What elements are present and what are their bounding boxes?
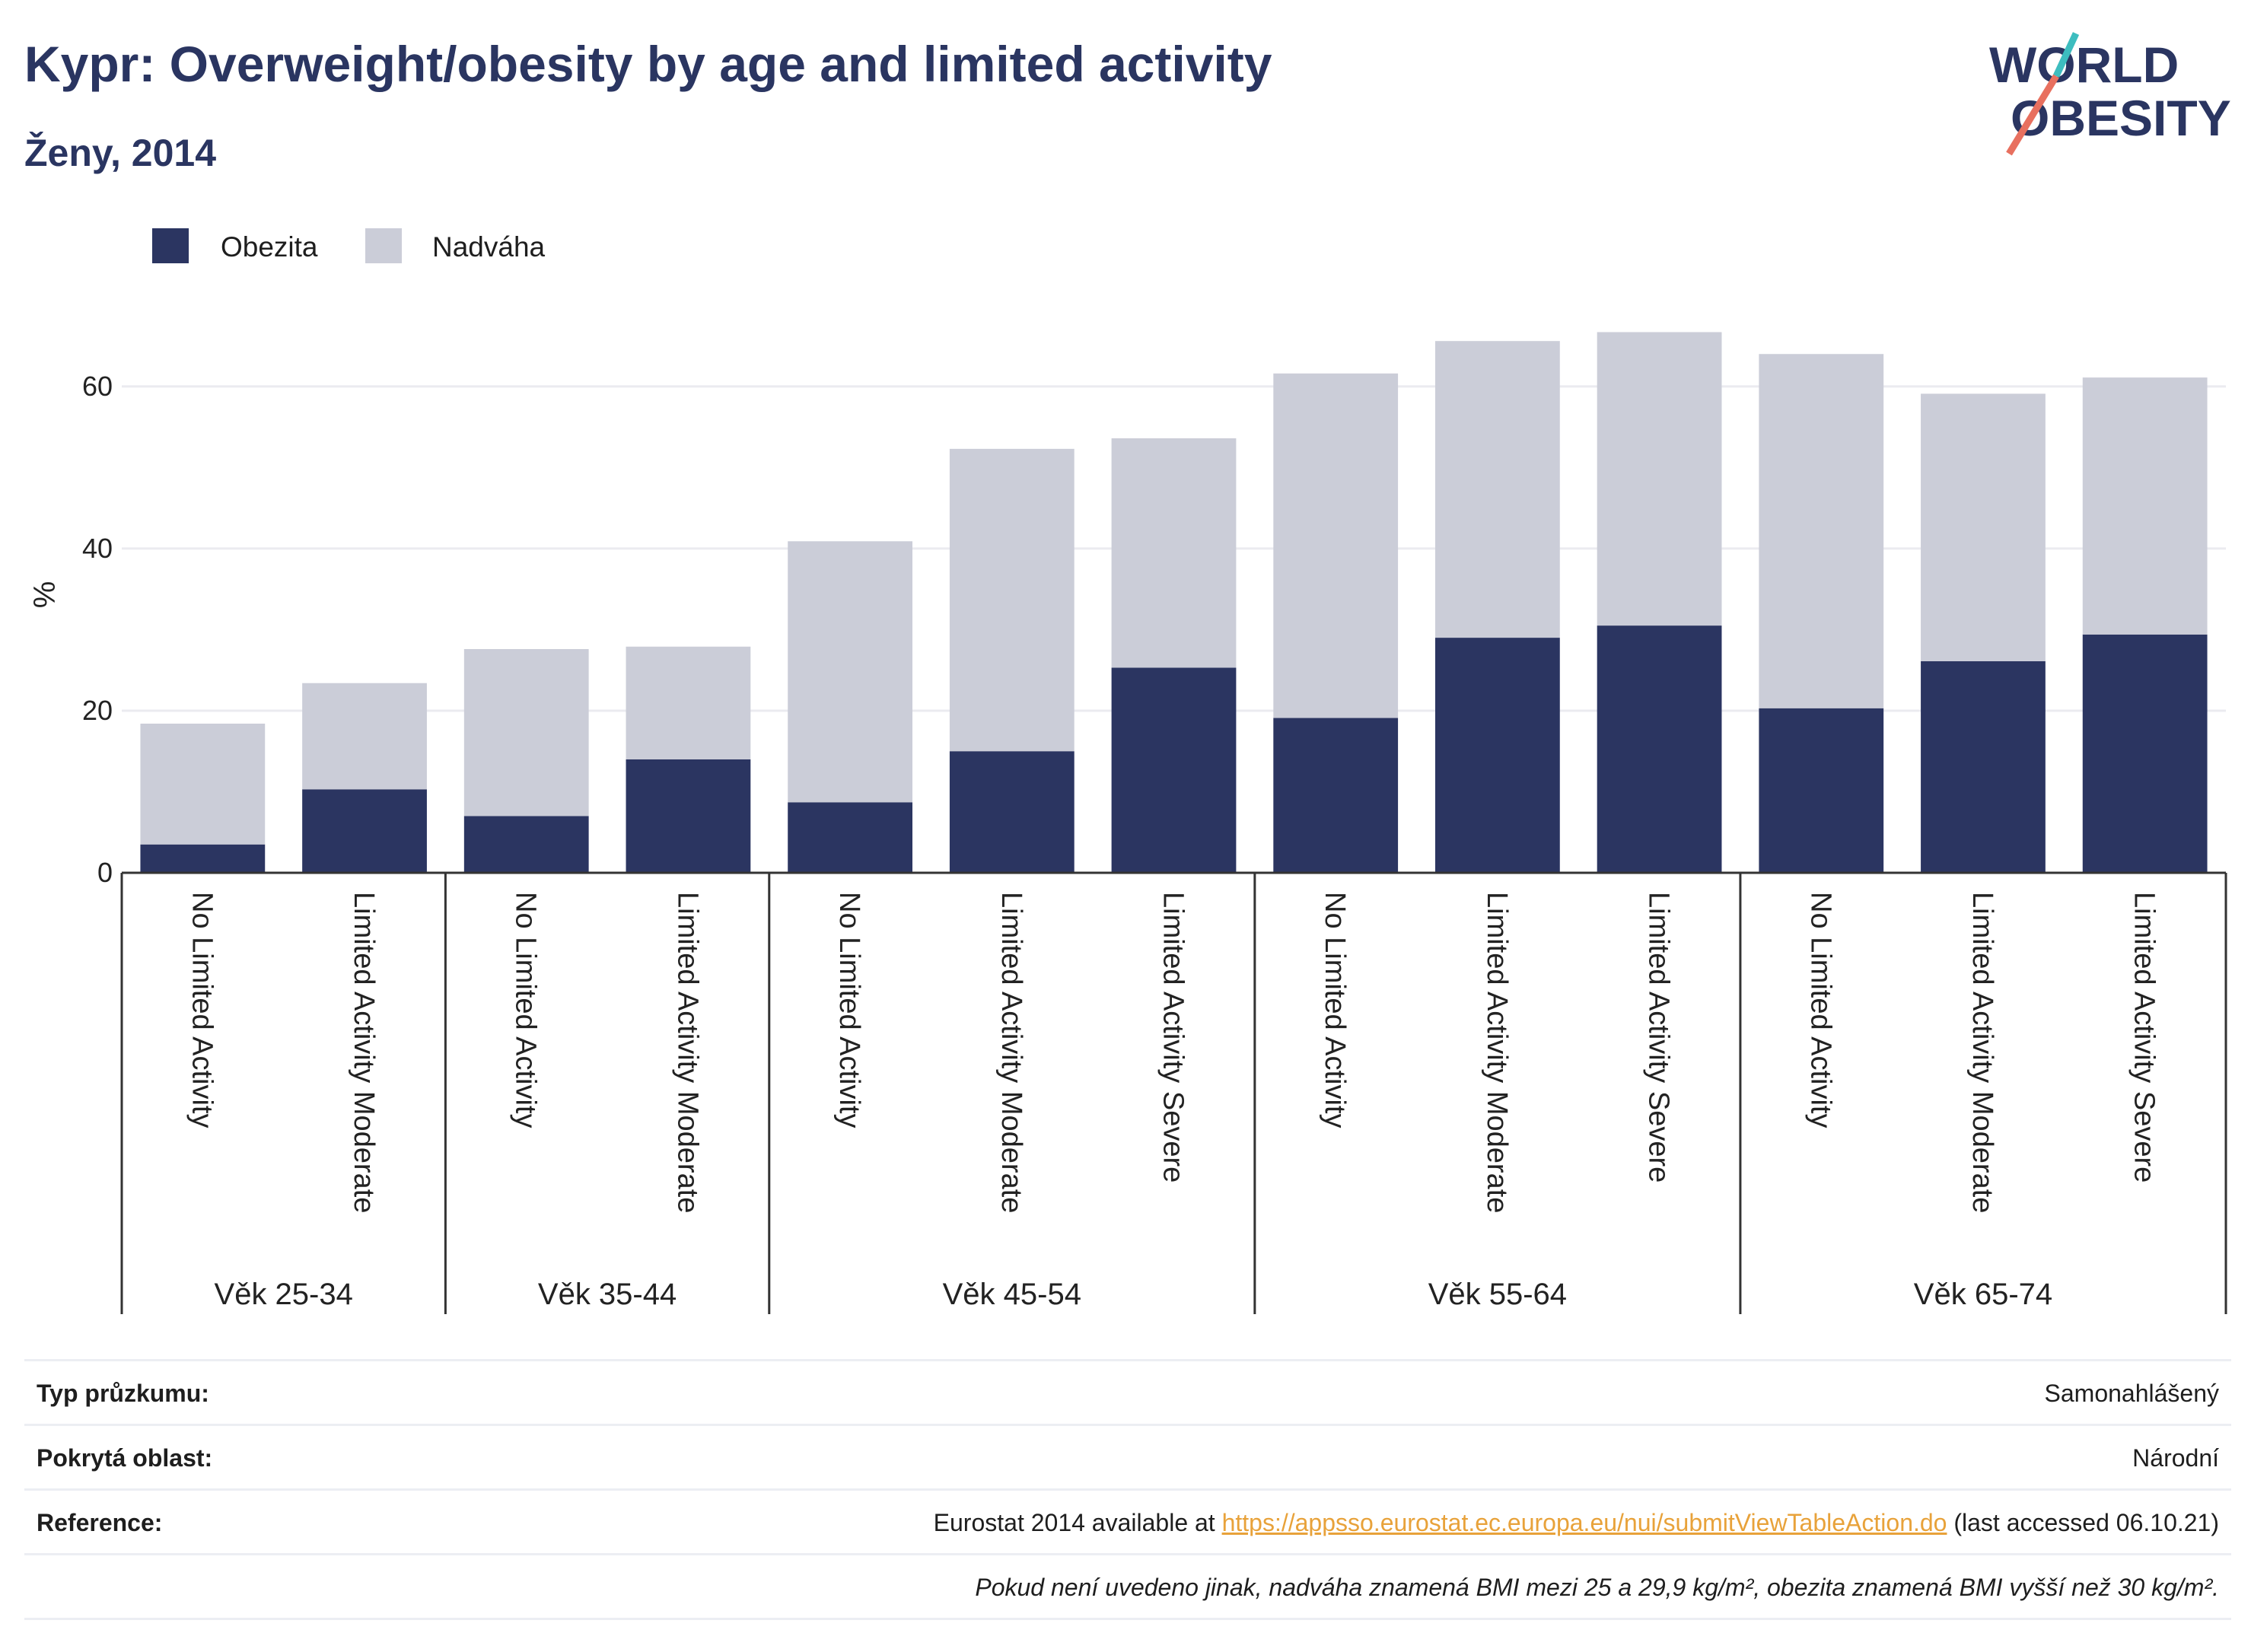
footer-value-coverage: Národní bbox=[2132, 1444, 2219, 1472]
footer-row-survey-type: Typ průzkumu: Samonahlášený bbox=[24, 1359, 2231, 1424]
y-tick-label: 60 bbox=[82, 371, 113, 402]
bar-obesity bbox=[949, 751, 1075, 873]
bar-overweight bbox=[788, 541, 913, 803]
bar-obesity bbox=[140, 844, 266, 873]
x-category-label: No Limited Activity bbox=[186, 892, 218, 1128]
x-category-label: No Limited Activity bbox=[1804, 892, 1836, 1128]
y-tick-label: 0 bbox=[97, 857, 113, 888]
x-group-label: Věk 35-44 bbox=[538, 1278, 677, 1311]
x-group-label: Věk 25-34 bbox=[215, 1278, 353, 1311]
footer-note: Pokud není uvedeno jinak, nadváha znamen… bbox=[975, 1574, 2219, 1601]
x-category-label: Limited Activity Moderate bbox=[995, 892, 1027, 1213]
chart-title: Kypr: Overweight/obesity by age and limi… bbox=[24, 36, 1272, 92]
x-category-label: No Limited Activity bbox=[510, 892, 542, 1128]
footer-table: Typ průzkumu: Samonahlášený Pokrytá obla… bbox=[24, 1359, 2231, 1620]
reference-suffix: (last accessed 06.10.21) bbox=[1947, 1509, 2219, 1536]
bar-overweight bbox=[1111, 438, 1237, 668]
x-category-label: Limited Activity Severe bbox=[1157, 892, 1189, 1183]
bar-overweight bbox=[1759, 354, 1884, 708]
footer-row-reference: Reference: Eurostat 2014 available at ht… bbox=[24, 1488, 2231, 1553]
svg-text:WORLD: WORLD bbox=[1989, 37, 2179, 93]
x-category-label: Limited Activity Moderate bbox=[671, 892, 703, 1213]
y-axis-label: % bbox=[28, 581, 62, 609]
bar-overweight bbox=[1597, 332, 1722, 626]
bar-obesity bbox=[1434, 638, 1560, 873]
footer-key-reference: Reference: bbox=[37, 1509, 163, 1536]
bar-overweight bbox=[949, 448, 1075, 752]
footer-key-coverage: Pokrytá oblast: bbox=[37, 1444, 213, 1472]
legend-label-overweight: Nadváha bbox=[432, 231, 546, 263]
bar-overweight bbox=[463, 648, 589, 816]
legend-label-obesity: Obezita bbox=[221, 231, 318, 263]
world-obesity-logo: WORLD OBESITY bbox=[1989, 32, 2231, 156]
y-tick-label: 40 bbox=[82, 533, 113, 564]
reference-prefix: Eurostat 2014 available at bbox=[933, 1509, 1222, 1536]
bar-obesity bbox=[302, 789, 427, 873]
bar-obesity bbox=[1759, 708, 1884, 873]
x-category-label: Limited Activity Moderate bbox=[1481, 892, 1513, 1213]
bar-overweight bbox=[302, 683, 427, 790]
bar-overweight bbox=[1273, 373, 1399, 718]
bar-obesity bbox=[1273, 718, 1399, 873]
x-group-label: Věk 65-74 bbox=[1914, 1278, 2052, 1311]
bar-obesity bbox=[1111, 667, 1237, 873]
bar-obesity bbox=[626, 759, 751, 873]
x-group-label: Věk 45-54 bbox=[943, 1278, 1081, 1311]
stacked-bar-chart: 0 20 40 60% No Limited Activity Limited Activ… bbox=[28, 332, 2227, 1314]
footer-value-survey-type: Samonahlášený bbox=[2044, 1380, 2219, 1407]
footer-value-reference: Eurostat 2014 available at https://appss… bbox=[934, 1509, 2219, 1537]
legend-swatch-obesity bbox=[152, 228, 189, 263]
bar-overweight bbox=[2082, 377, 2208, 635]
y-tick-label: 20 bbox=[82, 695, 113, 726]
x-category-label: Limited Activity Severe bbox=[2128, 892, 2160, 1183]
chart-subtitle: Ženy, 2014 bbox=[24, 132, 217, 174]
bar-overweight bbox=[140, 723, 266, 845]
bar-overweight bbox=[626, 646, 751, 759]
reference-link[interactable]: https://appsso.eurostat.ec.europa.eu/nui… bbox=[1221, 1509, 1947, 1536]
bar-obesity bbox=[788, 802, 913, 873]
bar-obesity bbox=[463, 816, 589, 873]
bar-obesity bbox=[1921, 660, 2046, 873]
bar-overweight bbox=[1434, 341, 1560, 638]
footer-key-survey-type: Typ průzkumu: bbox=[37, 1380, 209, 1407]
bar-obesity bbox=[1597, 625, 1722, 873]
x-category-label: Limited Activity Severe bbox=[1643, 892, 1675, 1183]
x-category-label: Limited Activity Moderate bbox=[348, 892, 380, 1213]
bar-obesity bbox=[2082, 634, 2208, 873]
x-category-label: No Limited Activity bbox=[833, 892, 865, 1128]
legend-swatch-overweight bbox=[365, 228, 402, 263]
x-category-label: Limited Activity Moderate bbox=[1966, 892, 1998, 1213]
svg-text:OBESITY: OBESITY bbox=[2011, 90, 2231, 146]
x-group-label: Věk 55-64 bbox=[1428, 1278, 1567, 1311]
x-category-label: No Limited Activity bbox=[1319, 892, 1351, 1128]
bar-overweight bbox=[1921, 393, 2046, 661]
footer-row-coverage: Pokrytá oblast: Národní bbox=[24, 1424, 2231, 1488]
footer-row-note: Pokud není uvedeno jinak, nadváha znamen… bbox=[24, 1553, 2231, 1620]
